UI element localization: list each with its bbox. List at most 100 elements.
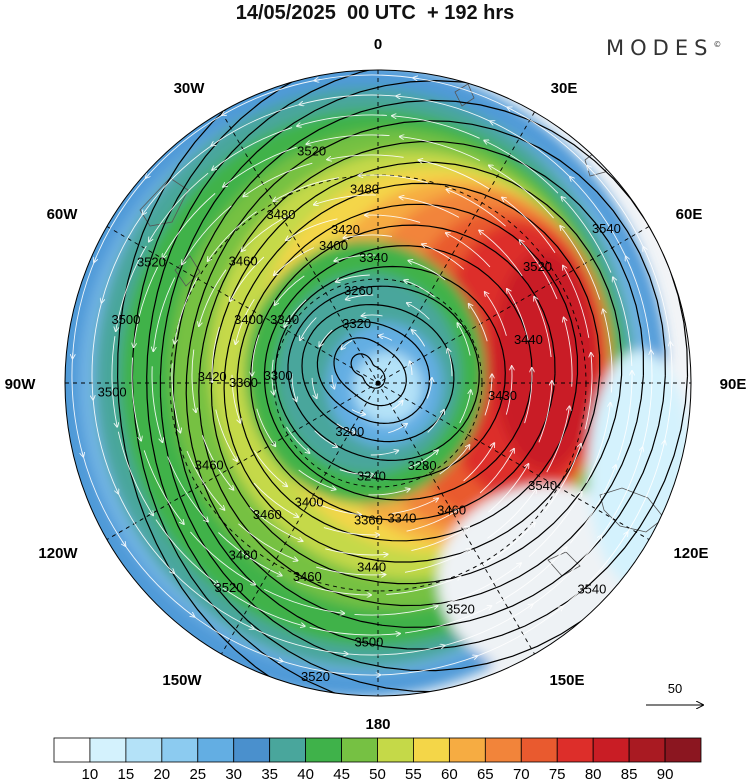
streamline bbox=[175, 277, 198, 344]
streamline bbox=[410, 361, 412, 376]
streamline bbox=[171, 363, 180, 432]
streamline bbox=[306, 134, 390, 144]
contour-label: 3500 bbox=[98, 384, 127, 399]
streamline bbox=[151, 366, 162, 442]
colorbar-tick-label: 70 bbox=[513, 766, 530, 782]
streamline bbox=[613, 277, 633, 366]
contour-label: 3340 bbox=[270, 312, 299, 327]
streamline bbox=[117, 431, 153, 516]
lon-label-120w: 120W bbox=[38, 545, 78, 562]
contour-line bbox=[333, 337, 407, 407]
streamline bbox=[585, 403, 610, 484]
streamline bbox=[323, 527, 379, 535]
streamline bbox=[617, 371, 632, 461]
streamline bbox=[484, 374, 492, 416]
streamline bbox=[316, 566, 385, 575]
wind-reference-label: 50 bbox=[668, 681, 682, 696]
wind-streamlines bbox=[72, 74, 672, 675]
streamline bbox=[253, 450, 287, 487]
streamline bbox=[256, 408, 276, 447]
streamline bbox=[459, 390, 471, 424]
contour-label: 3520 bbox=[297, 143, 326, 158]
colorbar-tick-label: 55 bbox=[405, 766, 422, 782]
streamline bbox=[336, 423, 356, 433]
streamline bbox=[444, 604, 532, 646]
colorbar-box bbox=[556, 737, 594, 763]
streamline bbox=[379, 336, 393, 341]
streamline bbox=[190, 531, 255, 585]
streamline bbox=[564, 318, 573, 387]
streamline bbox=[73, 256, 97, 359]
contour-label: 3460 bbox=[253, 507, 282, 522]
streamline bbox=[507, 289, 529, 341]
streamline bbox=[311, 377, 317, 398]
brand-name: MODES bbox=[606, 36, 714, 60]
streamline bbox=[427, 410, 444, 433]
colorbar-box bbox=[592, 737, 630, 763]
streamline bbox=[167, 456, 208, 522]
streamline bbox=[208, 211, 257, 262]
map-title: 14/05/2025 00 UTC + 192 hrs bbox=[235, 2, 515, 24]
streamline bbox=[558, 532, 627, 611]
contour-line bbox=[301, 303, 455, 443]
lon-label-0: 0 bbox=[374, 36, 382, 53]
colorbar-box bbox=[53, 737, 91, 763]
streamline bbox=[143, 450, 184, 524]
streamline bbox=[351, 409, 365, 415]
streamline bbox=[534, 297, 552, 358]
streamline bbox=[520, 240, 558, 300]
streamline bbox=[212, 127, 293, 170]
streamline bbox=[532, 536, 602, 605]
wind-reference-vector: 50 bbox=[646, 681, 703, 705]
streamline bbox=[238, 523, 297, 561]
streamline bbox=[447, 563, 521, 604]
streamline bbox=[479, 449, 514, 494]
contour-label: 3420 bbox=[198, 369, 227, 384]
streamline bbox=[92, 399, 118, 493]
streamline bbox=[319, 329, 333, 346]
streamline bbox=[406, 510, 459, 532]
contour-label: 3460 bbox=[195, 457, 224, 472]
streamline bbox=[603, 309, 613, 393]
streamline bbox=[502, 198, 556, 254]
streamline bbox=[297, 114, 387, 126]
colorbar-tick-label: 15 bbox=[118, 766, 135, 782]
colorbar-tick-label: 20 bbox=[153, 766, 170, 782]
streamline bbox=[299, 94, 397, 105]
streamline bbox=[507, 107, 592, 171]
streamline bbox=[447, 189, 506, 227]
streamline bbox=[272, 359, 274, 395]
polar-map: 3520 3480 3480 3420 3340 3260 3400 3460 3520 3500… bbox=[5, 36, 747, 730]
streamline bbox=[490, 121, 571, 178]
contour-label: 3440 bbox=[357, 560, 386, 575]
colorbar-tick-label: 80 bbox=[585, 766, 602, 782]
contour-label: 3200 bbox=[335, 424, 364, 439]
contour-label: 3360 bbox=[229, 375, 258, 390]
streamline bbox=[528, 492, 582, 557]
lon-label-180: 180 bbox=[365, 716, 390, 730]
streamline bbox=[263, 588, 344, 613]
streamline bbox=[223, 146, 297, 187]
streamline bbox=[314, 194, 376, 205]
longitude-labels: 0 30E 60E 90E 120E 150E 180 150W 120W 90… bbox=[5, 36, 747, 730]
lon-label-30w: 30W bbox=[174, 80, 206, 97]
colorbar-box bbox=[413, 737, 450, 763]
streamline bbox=[544, 444, 581, 512]
streamline bbox=[405, 606, 491, 634]
streamline bbox=[391, 401, 403, 410]
streamline bbox=[339, 469, 375, 475]
streamline bbox=[235, 298, 255, 344]
streamline bbox=[199, 269, 227, 326]
contour-label: 3400 bbox=[295, 494, 324, 509]
colorbar-tick-label: 45 bbox=[333, 766, 350, 782]
streamline bbox=[419, 160, 490, 190]
colorbar-box bbox=[377, 737, 414, 763]
streamline bbox=[422, 244, 465, 270]
colorbar-box bbox=[341, 737, 378, 763]
streamline bbox=[448, 349, 453, 377]
contour-label: 3260 bbox=[344, 283, 373, 298]
colorbar-tick-label: 90 bbox=[657, 766, 674, 782]
streamline bbox=[404, 549, 471, 573]
streamline bbox=[211, 104, 300, 146]
contour-label: 3520 bbox=[523, 259, 552, 274]
